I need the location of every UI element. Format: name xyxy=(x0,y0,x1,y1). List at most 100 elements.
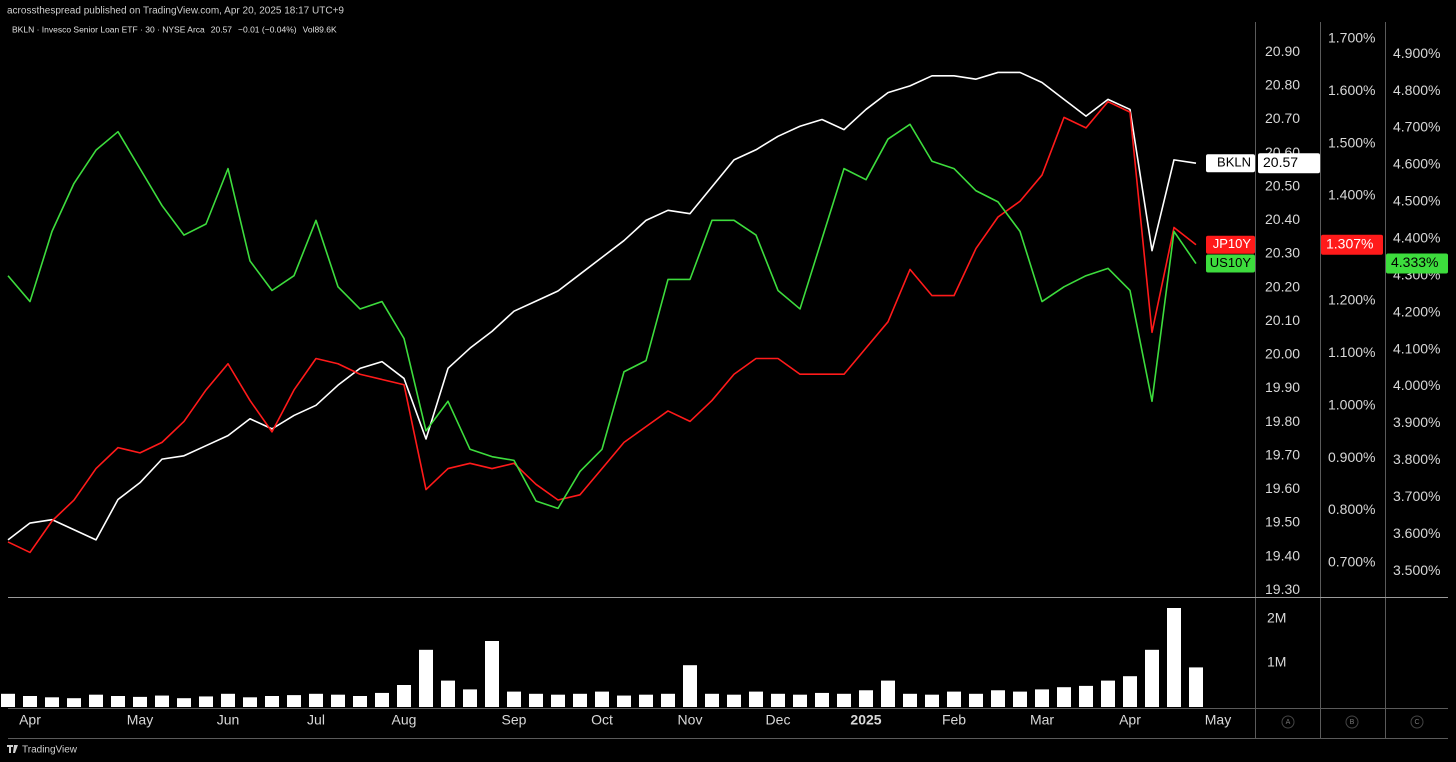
x-tick-label: Sep xyxy=(502,712,527,728)
volume-bar xyxy=(23,696,37,707)
y-tick-label: 19.90 xyxy=(1265,379,1300,395)
volume-bar xyxy=(265,696,279,707)
series-tag-box xyxy=(1206,254,1255,273)
y-tick-label: 20.90 xyxy=(1265,43,1300,59)
y-tick-label: 1.600% xyxy=(1328,82,1375,98)
volume-bar xyxy=(859,690,873,707)
volume-bar xyxy=(727,694,741,707)
brand-logo xyxy=(7,745,18,753)
volume-bar xyxy=(221,693,235,707)
x-tick-label: May xyxy=(127,712,153,728)
y-tick-label: 1.500% xyxy=(1328,134,1375,150)
y-tick-label: 4.100% xyxy=(1393,340,1440,356)
y-tick-label: 1.000% xyxy=(1328,396,1375,412)
y-tick-label: 20.80 xyxy=(1265,77,1300,93)
y-tick-label: 1.100% xyxy=(1328,344,1375,360)
volume-label: Vol89.6K xyxy=(303,24,337,34)
y-tick-label: 20.00 xyxy=(1265,346,1300,362)
x-tick-label: May xyxy=(1205,712,1231,728)
volume-tick-label: 1M xyxy=(1267,654,1286,670)
y-tick-label: 3.800% xyxy=(1393,451,1440,467)
volume-bar xyxy=(705,693,719,707)
volume-bar xyxy=(111,696,125,707)
axis-button-label[interactable]: C xyxy=(1414,719,1419,726)
volume-bar xyxy=(969,693,983,707)
axis-button-label[interactable]: A xyxy=(1286,719,1291,726)
y-tick-label: 4.600% xyxy=(1393,156,1440,172)
axis-button[interactable] xyxy=(1281,715,1295,729)
legend: BKLN · Invesco Senior Loan ETF · 30 · NY… xyxy=(12,24,337,34)
volume-bar xyxy=(1013,691,1027,707)
plot-area xyxy=(1,71,1203,707)
volume-bar xyxy=(353,696,367,707)
axes: 19.30 19.40 19.50 19.60 19.70 19.80 19.90 20.00… xyxy=(19,29,1440,729)
volume-bar xyxy=(991,690,1005,707)
volume-bar xyxy=(881,680,895,707)
y-tick-label: 19.70 xyxy=(1265,446,1300,462)
volume-bar xyxy=(441,680,455,707)
y-tick-label: 4.200% xyxy=(1393,303,1440,319)
last-value-box xyxy=(1321,234,1383,255)
y-tick-label: 1.400% xyxy=(1328,187,1375,203)
footer: TradingView xyxy=(7,745,78,756)
volume-bar xyxy=(1079,685,1093,707)
last-value-box xyxy=(1258,153,1320,174)
y-tick-label: 20.70 xyxy=(1265,110,1300,126)
volume-bar xyxy=(771,693,785,707)
y-tick-label: 19.30 xyxy=(1265,581,1300,597)
series-line xyxy=(7,100,1197,554)
y-tick-label: 20.30 xyxy=(1265,245,1300,261)
volume-bar xyxy=(793,694,807,707)
series-tag-box xyxy=(1206,154,1255,173)
x-tick-label: Dec xyxy=(766,712,791,728)
last-value-label: 4.333% xyxy=(1391,254,1438,270)
volume-bar xyxy=(1189,667,1203,707)
x-tick-label: Feb xyxy=(942,712,966,728)
volume-bar xyxy=(837,693,851,707)
volume-bar xyxy=(573,693,587,707)
y-tick-label: 0.900% xyxy=(1328,449,1375,465)
volume-bar xyxy=(331,694,345,707)
series-line xyxy=(7,123,1197,510)
x-tick-label: Nov xyxy=(678,712,703,728)
axis-button[interactable] xyxy=(1345,715,1359,729)
y-tick-label: 3.700% xyxy=(1393,488,1440,504)
series-tag-box xyxy=(1206,235,1255,254)
volume-bar xyxy=(45,697,59,707)
y-tick-label: 3.500% xyxy=(1393,562,1440,578)
y-tick-label: 20.50 xyxy=(1265,177,1300,193)
last-value-label: 1.307% xyxy=(1326,235,1373,251)
y-tick-label: 3.900% xyxy=(1393,414,1440,430)
series-tag: BKLN xyxy=(1217,155,1251,170)
x-tick-label: 2025 xyxy=(850,712,881,728)
volume-bar xyxy=(683,665,697,707)
volume-bar xyxy=(1057,687,1071,707)
y-tick-label: 1.700% xyxy=(1328,29,1375,45)
volume-bar xyxy=(1101,680,1115,707)
y-tick-label: 4.700% xyxy=(1393,119,1440,135)
x-tick-label: Jul xyxy=(307,712,325,728)
y-tick-label: 19.50 xyxy=(1265,514,1300,530)
last-value-label: 20.57 xyxy=(1263,154,1298,170)
axis-button[interactable] xyxy=(1410,715,1424,729)
axis-button-label[interactable]: B xyxy=(1350,719,1355,726)
x-tick-label: Apr xyxy=(19,712,41,728)
price-change: −0.01 (−0.04%) xyxy=(238,24,297,34)
volume-bar xyxy=(551,694,565,707)
y-tick-label: 19.60 xyxy=(1265,480,1300,496)
y-tick-label: 1.200% xyxy=(1328,292,1375,308)
y-tick-label: 0.700% xyxy=(1328,554,1375,570)
volume-bar xyxy=(639,694,653,707)
series-tag: US10Y xyxy=(1210,255,1252,270)
volume-bar xyxy=(155,695,169,707)
volume-bar xyxy=(903,693,917,707)
volume-bar xyxy=(749,691,763,707)
last-value-box xyxy=(1386,253,1448,274)
volume-bar xyxy=(1145,649,1159,707)
y-tick-label: 20.40 xyxy=(1265,211,1300,227)
volume-bar xyxy=(463,689,477,707)
x-tick-label: Jun xyxy=(217,712,240,728)
y-tick-label: 4.900% xyxy=(1393,45,1440,61)
y-tick-label: 4.000% xyxy=(1393,377,1440,393)
